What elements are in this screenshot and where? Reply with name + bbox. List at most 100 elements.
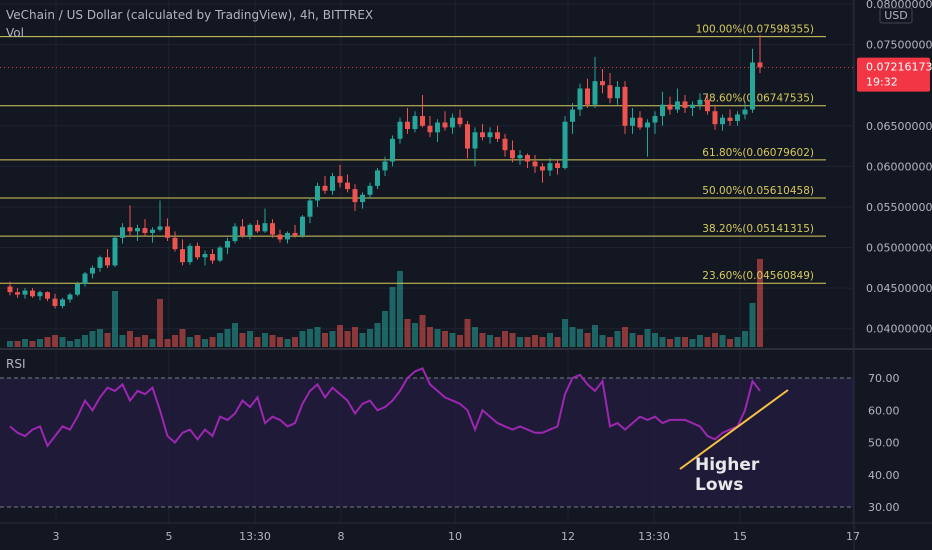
volume-bar bbox=[164, 339, 171, 347]
candle-body bbox=[585, 88, 590, 105]
volume-bar bbox=[127, 331, 133, 347]
volume-bar bbox=[637, 335, 643, 347]
candle-body bbox=[97, 257, 103, 268]
last-price-countdown: 19:32 bbox=[866, 76, 898, 89]
time-tick-label: 3 bbox=[53, 530, 60, 543]
volume-bar bbox=[254, 337, 261, 347]
volume-bar bbox=[667, 339, 673, 347]
candle-body bbox=[22, 290, 28, 295]
rsi-axis[interactable]: 70.00 60.00 50.00 40.00 30.00 bbox=[868, 372, 900, 514]
volume-bar bbox=[29, 341, 36, 347]
candle-body bbox=[457, 117, 463, 125]
volume-bar bbox=[104, 333, 111, 347]
volume-bar bbox=[232, 323, 238, 347]
volume-bar bbox=[367, 329, 373, 347]
candle-body bbox=[307, 200, 313, 217]
candle-body bbox=[15, 292, 20, 295]
candle-body bbox=[247, 224, 253, 236]
price-tick-label: 0.05000000 bbox=[866, 242, 932, 255]
volume-bar bbox=[322, 333, 328, 347]
candle-body bbox=[150, 229, 155, 233]
time-tick-label: 15 bbox=[733, 530, 747, 543]
candle-body bbox=[180, 249, 185, 263]
volume-bar bbox=[442, 331, 448, 347]
volume-bar bbox=[749, 303, 756, 347]
candle-body bbox=[52, 298, 58, 306]
candle-body bbox=[300, 216, 305, 236]
price-axis[interactable]: 0.08000000 0.07500000 0.06500000 0.06000000… bbox=[866, 0, 932, 336]
volume-bar bbox=[82, 335, 88, 347]
time-axis[interactable]: 3 5 13:30 8 10 12 13:30 15 17 bbox=[53, 530, 861, 543]
fib-level-label: 38.20%(0.05141315) bbox=[702, 223, 814, 235]
candle-body bbox=[82, 273, 88, 285]
candle-body bbox=[622, 86, 628, 126]
candle-body bbox=[135, 228, 140, 232]
currency-button[interactable] bbox=[879, 7, 913, 24]
annotation-line-2: Lows bbox=[695, 475, 743, 495]
candle-body bbox=[615, 86, 620, 99]
candle-body bbox=[262, 223, 268, 232]
candle-body bbox=[382, 161, 388, 171]
volume-bar bbox=[704, 337, 711, 347]
candle-body bbox=[592, 81, 598, 105]
time-tick-label: 12 bbox=[561, 530, 575, 543]
volume-bar bbox=[712, 333, 718, 347]
candle-body bbox=[67, 294, 73, 300]
candle-body bbox=[502, 138, 508, 151]
rsi-line bbox=[9, 367, 761, 448]
fib-level-label: 61.80%(0.06079602) bbox=[702, 147, 814, 159]
annotation-line-1: Higher bbox=[695, 455, 760, 475]
candle-body bbox=[570, 109, 575, 122]
candle-body bbox=[345, 182, 350, 190]
candle-body bbox=[472, 132, 478, 149]
volume-bar bbox=[179, 329, 186, 347]
volume-bar bbox=[284, 339, 291, 347]
volume-bar bbox=[524, 337, 531, 347]
volume-bar bbox=[532, 335, 538, 347]
volume-bar bbox=[629, 333, 636, 347]
last-price-value: 0.07216173 bbox=[866, 61, 932, 74]
volume-bar bbox=[622, 327, 628, 347]
candlestick-series bbox=[7, 34, 763, 309]
candle-body bbox=[360, 194, 365, 203]
volume-bar bbox=[157, 299, 163, 347]
volume-bar bbox=[7, 341, 13, 347]
candle-body bbox=[172, 237, 178, 250]
rsi-tick-label: 30.00 bbox=[868, 501, 900, 514]
last-price-label: 0.07216173 19:32 bbox=[857, 57, 932, 92]
rsi-tick-label: 50.00 bbox=[868, 437, 900, 450]
candle-body bbox=[487, 132, 493, 138]
volume-bar bbox=[472, 327, 478, 347]
price-tick-label: 0.06500000 bbox=[866, 120, 932, 133]
candle-body bbox=[270, 223, 275, 235]
volume-bar bbox=[262, 333, 268, 347]
candle-body bbox=[165, 226, 170, 238]
candle-body bbox=[7, 286, 13, 293]
volume-bar bbox=[22, 339, 28, 347]
volume-bar bbox=[682, 337, 688, 347]
volume-bar bbox=[427, 327, 433, 347]
volume-bar bbox=[509, 333, 516, 347]
candle-body bbox=[645, 122, 650, 128]
candle-body bbox=[195, 245, 200, 258]
candle-body bbox=[120, 227, 125, 238]
volume-bar bbox=[734, 337, 741, 347]
candle-body bbox=[37, 292, 43, 297]
volume-bar bbox=[599, 335, 606, 347]
candle-body bbox=[232, 226, 238, 242]
volume-bar bbox=[487, 335, 493, 347]
candle-body bbox=[510, 150, 515, 159]
candle-body bbox=[30, 290, 35, 297]
candle-body bbox=[90, 267, 95, 274]
volume-bar bbox=[209, 337, 216, 347]
volume-bar bbox=[449, 333, 456, 347]
volume-bar bbox=[134, 337, 141, 347]
candle-body bbox=[397, 121, 403, 139]
candle-body bbox=[412, 116, 418, 130]
volume-bar bbox=[539, 337, 546, 347]
time-tick-label: 8 bbox=[338, 530, 345, 543]
volume-bar bbox=[352, 327, 358, 347]
chart-title: VeChain / US Dollar (calculated by Tradi… bbox=[6, 8, 374, 22]
volume-bar bbox=[187, 337, 193, 347]
